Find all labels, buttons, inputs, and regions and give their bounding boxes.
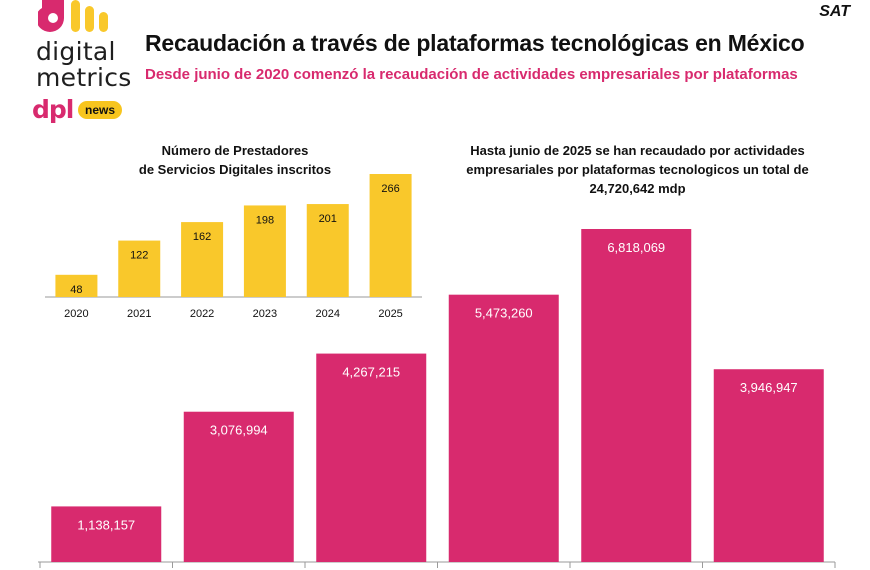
providers-bar-label: 122	[130, 250, 148, 262]
logo-text-digital: digital	[36, 37, 116, 66]
providers-bar-label: 201	[319, 213, 337, 225]
providers-bar	[306, 204, 349, 297]
revenue-bar-label: 5,473,260	[475, 306, 533, 321]
providers-bar-chart: 48 2020 122 2021 162 2022 198 2023 201 2024 266 202…	[45, 174, 422, 320]
providers-bar-label: 198	[256, 214, 274, 226]
revenue-bar-label: 1,138,157	[77, 517, 135, 532]
revenue-bar-chart: 1,138,157 3,076,994 4,267,215 5,473,260 6,81…	[38, 229, 836, 568]
year-tick-label: 2022	[190, 308, 214, 320]
inset-title-line-2: de Servicios Digitales inscritos	[138, 162, 332, 177]
bars-logo-icon	[38, 0, 108, 32]
revenue-bar	[581, 229, 692, 562]
providers-bar	[118, 240, 161, 297]
providers-bar	[55, 274, 98, 297]
revenue-bar	[183, 411, 294, 562]
page-title: Recaudación a través de plataformas tecn…	[145, 30, 805, 56]
main-title-line-2: empresariales por plataformas tecnologic…	[466, 162, 809, 177]
dpl-logo-text: dpl	[32, 95, 74, 124]
revenue-bar-label: 3,946,947	[740, 380, 798, 395]
inset-title-line-1: Número de Prestadores	[161, 143, 309, 158]
revenue-bar-label: 6,818,069	[607, 240, 665, 255]
year-tick-label: 2023	[253, 308, 277, 320]
providers-bar	[243, 205, 286, 297]
year-tick-label: 2020	[64, 308, 88, 320]
news-badge: news	[78, 101, 123, 119]
main-title-line-1: Hasta junio de 2025 se han recaudado por…	[470, 143, 805, 158]
year-tick-label: 2025	[378, 308, 402, 320]
revenue-bar-label: 3,076,994	[210, 423, 268, 438]
page-subtitle: Desde junio de 2020 comenzó la recaudaci…	[145, 66, 798, 83]
source-label: SAT	[819, 3, 850, 20]
revenue-bar	[713, 369, 824, 562]
main-title-line-3: 24,720,642 mdp	[589, 181, 686, 196]
revenue-bar	[51, 506, 162, 562]
digital-metrics-logo: digital metrics dpl news	[30, 0, 132, 130]
providers-bar	[369, 174, 412, 297]
providers-bar-label: 48	[70, 284, 82, 296]
inset-chart-title: Número de Prestadores de Servicios Digit…	[120, 141, 350, 179]
providers-bar	[181, 222, 224, 297]
revenue-bar-label: 4,267,215	[342, 365, 400, 380]
logo-text-metrics: metrics	[36, 63, 132, 92]
providers-bar-label: 266	[381, 183, 399, 195]
providers-bar-label: 162	[193, 231, 211, 243]
revenue-bar	[316, 353, 427, 562]
main-chart-title: Hasta junio de 2025 se han recaudado por…	[445, 141, 830, 198]
year-tick-label: 2021	[127, 308, 151, 320]
revenue-bar	[448, 294, 559, 562]
year-tick-label: 2024	[316, 308, 340, 320]
